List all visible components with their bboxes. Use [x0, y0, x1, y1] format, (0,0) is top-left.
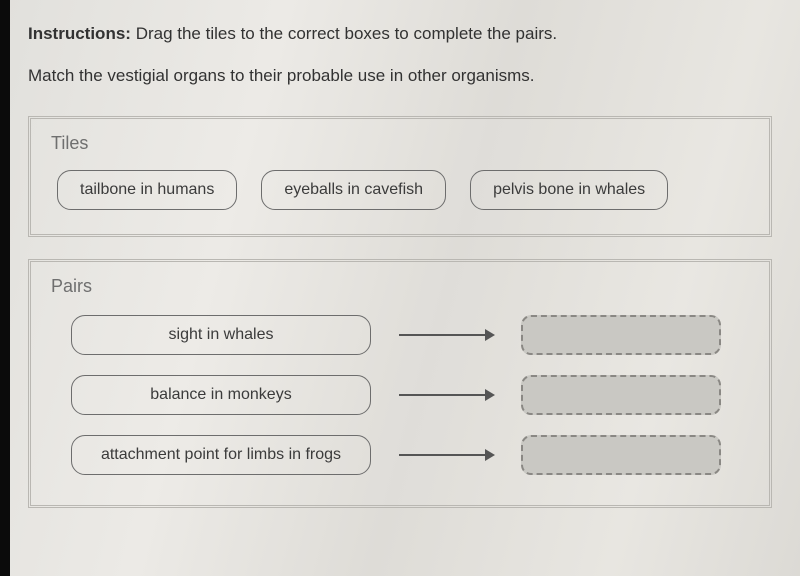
- drop-slot-1[interactable]: [521, 315, 721, 355]
- pairs-panel: Pairs sight in whales balance in monkeys…: [28, 259, 772, 508]
- pair-row-3: attachment point for limbs in frogs: [71, 433, 749, 477]
- pair-label-balance: balance in monkeys: [71, 375, 371, 415]
- tiles-row: tailbone in humans eyeballs in cavefish …: [51, 170, 749, 210]
- pair-row-2: balance in monkeys: [71, 373, 749, 417]
- arrow-icon: [371, 334, 521, 336]
- instructions-label: Instructions:: [28, 24, 131, 43]
- tiles-panel: Tiles tailbone in humans eyeballs in cav…: [28, 116, 772, 237]
- instructions-text: Drag the tiles to the correct boxes to c…: [136, 24, 557, 43]
- worksheet-page: Instructions: Drag the tiles to the corr…: [0, 0, 800, 508]
- pairs-list: sight in whales balance in monkeys attac…: [51, 313, 749, 477]
- arrow-icon: [371, 394, 521, 396]
- arrow-icon: [371, 454, 521, 456]
- screen-left-edge: [0, 0, 10, 576]
- prompt-text: Match the vestigial organs to their prob…: [28, 66, 772, 86]
- drop-slot-3[interactable]: [521, 435, 721, 475]
- drop-slot-2[interactable]: [521, 375, 721, 415]
- tile-tailbone[interactable]: tailbone in humans: [57, 170, 237, 210]
- tile-pelvis[interactable]: pelvis bone in whales: [470, 170, 668, 210]
- pair-label-sight: sight in whales: [71, 315, 371, 355]
- tiles-title: Tiles: [51, 133, 749, 154]
- pair-label-attachment: attachment point for limbs in frogs: [71, 435, 371, 475]
- instructions-line: Instructions: Drag the tiles to the corr…: [28, 24, 772, 44]
- pairs-title: Pairs: [51, 276, 749, 297]
- pair-row-1: sight in whales: [71, 313, 749, 357]
- tile-eyeballs[interactable]: eyeballs in cavefish: [261, 170, 446, 210]
